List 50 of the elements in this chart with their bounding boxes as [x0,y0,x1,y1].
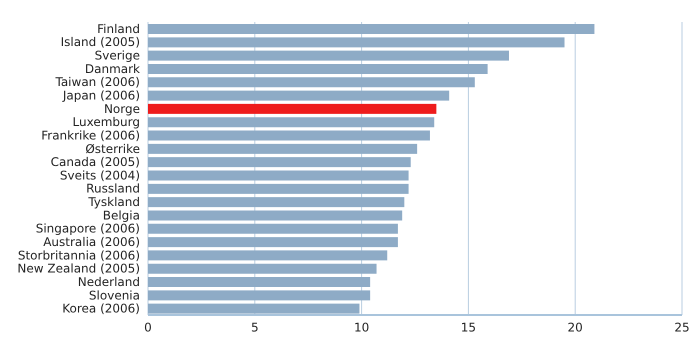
bar [148,277,370,288]
y-tick-label: Østerrike [85,142,140,156]
y-tick-label: Sverige [94,48,140,63]
bar [148,117,434,128]
bar [148,130,430,141]
bar [148,224,398,234]
y-tick-label: Island (2005) [60,35,140,50]
y-tick-label: Singapore (2006) [36,222,140,236]
x-tick-label: 15 [460,320,476,335]
x-tick-label: 20 [568,320,583,335]
bar [148,144,418,154]
y-tick-label: Nederland [78,274,140,289]
bar [148,304,360,314]
y-tick-label: Storbritannia (2006) [18,248,140,262]
bar [148,104,436,114]
bar [148,157,411,168]
x-tick-label: 25 [674,320,690,335]
y-tick-label: Tyskland [87,195,140,210]
y-tick-label: Norge [104,102,140,116]
x-tick-label: 0 [144,320,152,335]
y-tick-label: Luxemburg [72,115,140,130]
bar [148,90,450,101]
y-tick-label: Frankrike (2006) [41,128,140,142]
bar [148,77,475,88]
y-tick-label: Russland [86,182,140,196]
y-tick-label: Sveits (2004) [60,168,140,182]
bar [148,237,398,248]
bar [148,250,388,260]
bar [148,290,370,300]
bar [148,50,509,61]
bar [148,37,565,48]
bar [148,197,404,208]
y-tick-label: Danmark [84,62,140,76]
bar [148,170,409,180]
bar [148,210,402,220]
y-tick-label: Japan (2006) [62,88,140,103]
y-tick-label: New Zealand (2005) [17,262,140,276]
y-tick-label: Belgia [102,208,140,222]
bar [148,184,409,194]
bar [148,64,488,74]
bar [148,264,377,274]
y-tick-label: Taiwan (2006) [54,75,140,90]
y-tick-label: Slovenia [88,288,140,302]
y-tick-label: Australia (2006) [43,235,140,250]
x-tick-label: 10 [354,320,370,335]
x-tick-label: 5 [250,320,259,335]
bar [148,24,594,34]
y-tick-label: Finland [97,22,140,36]
y-tick-label: Canada (2005) [50,155,140,170]
y-tick-label: Korea (2006) [62,302,140,316]
